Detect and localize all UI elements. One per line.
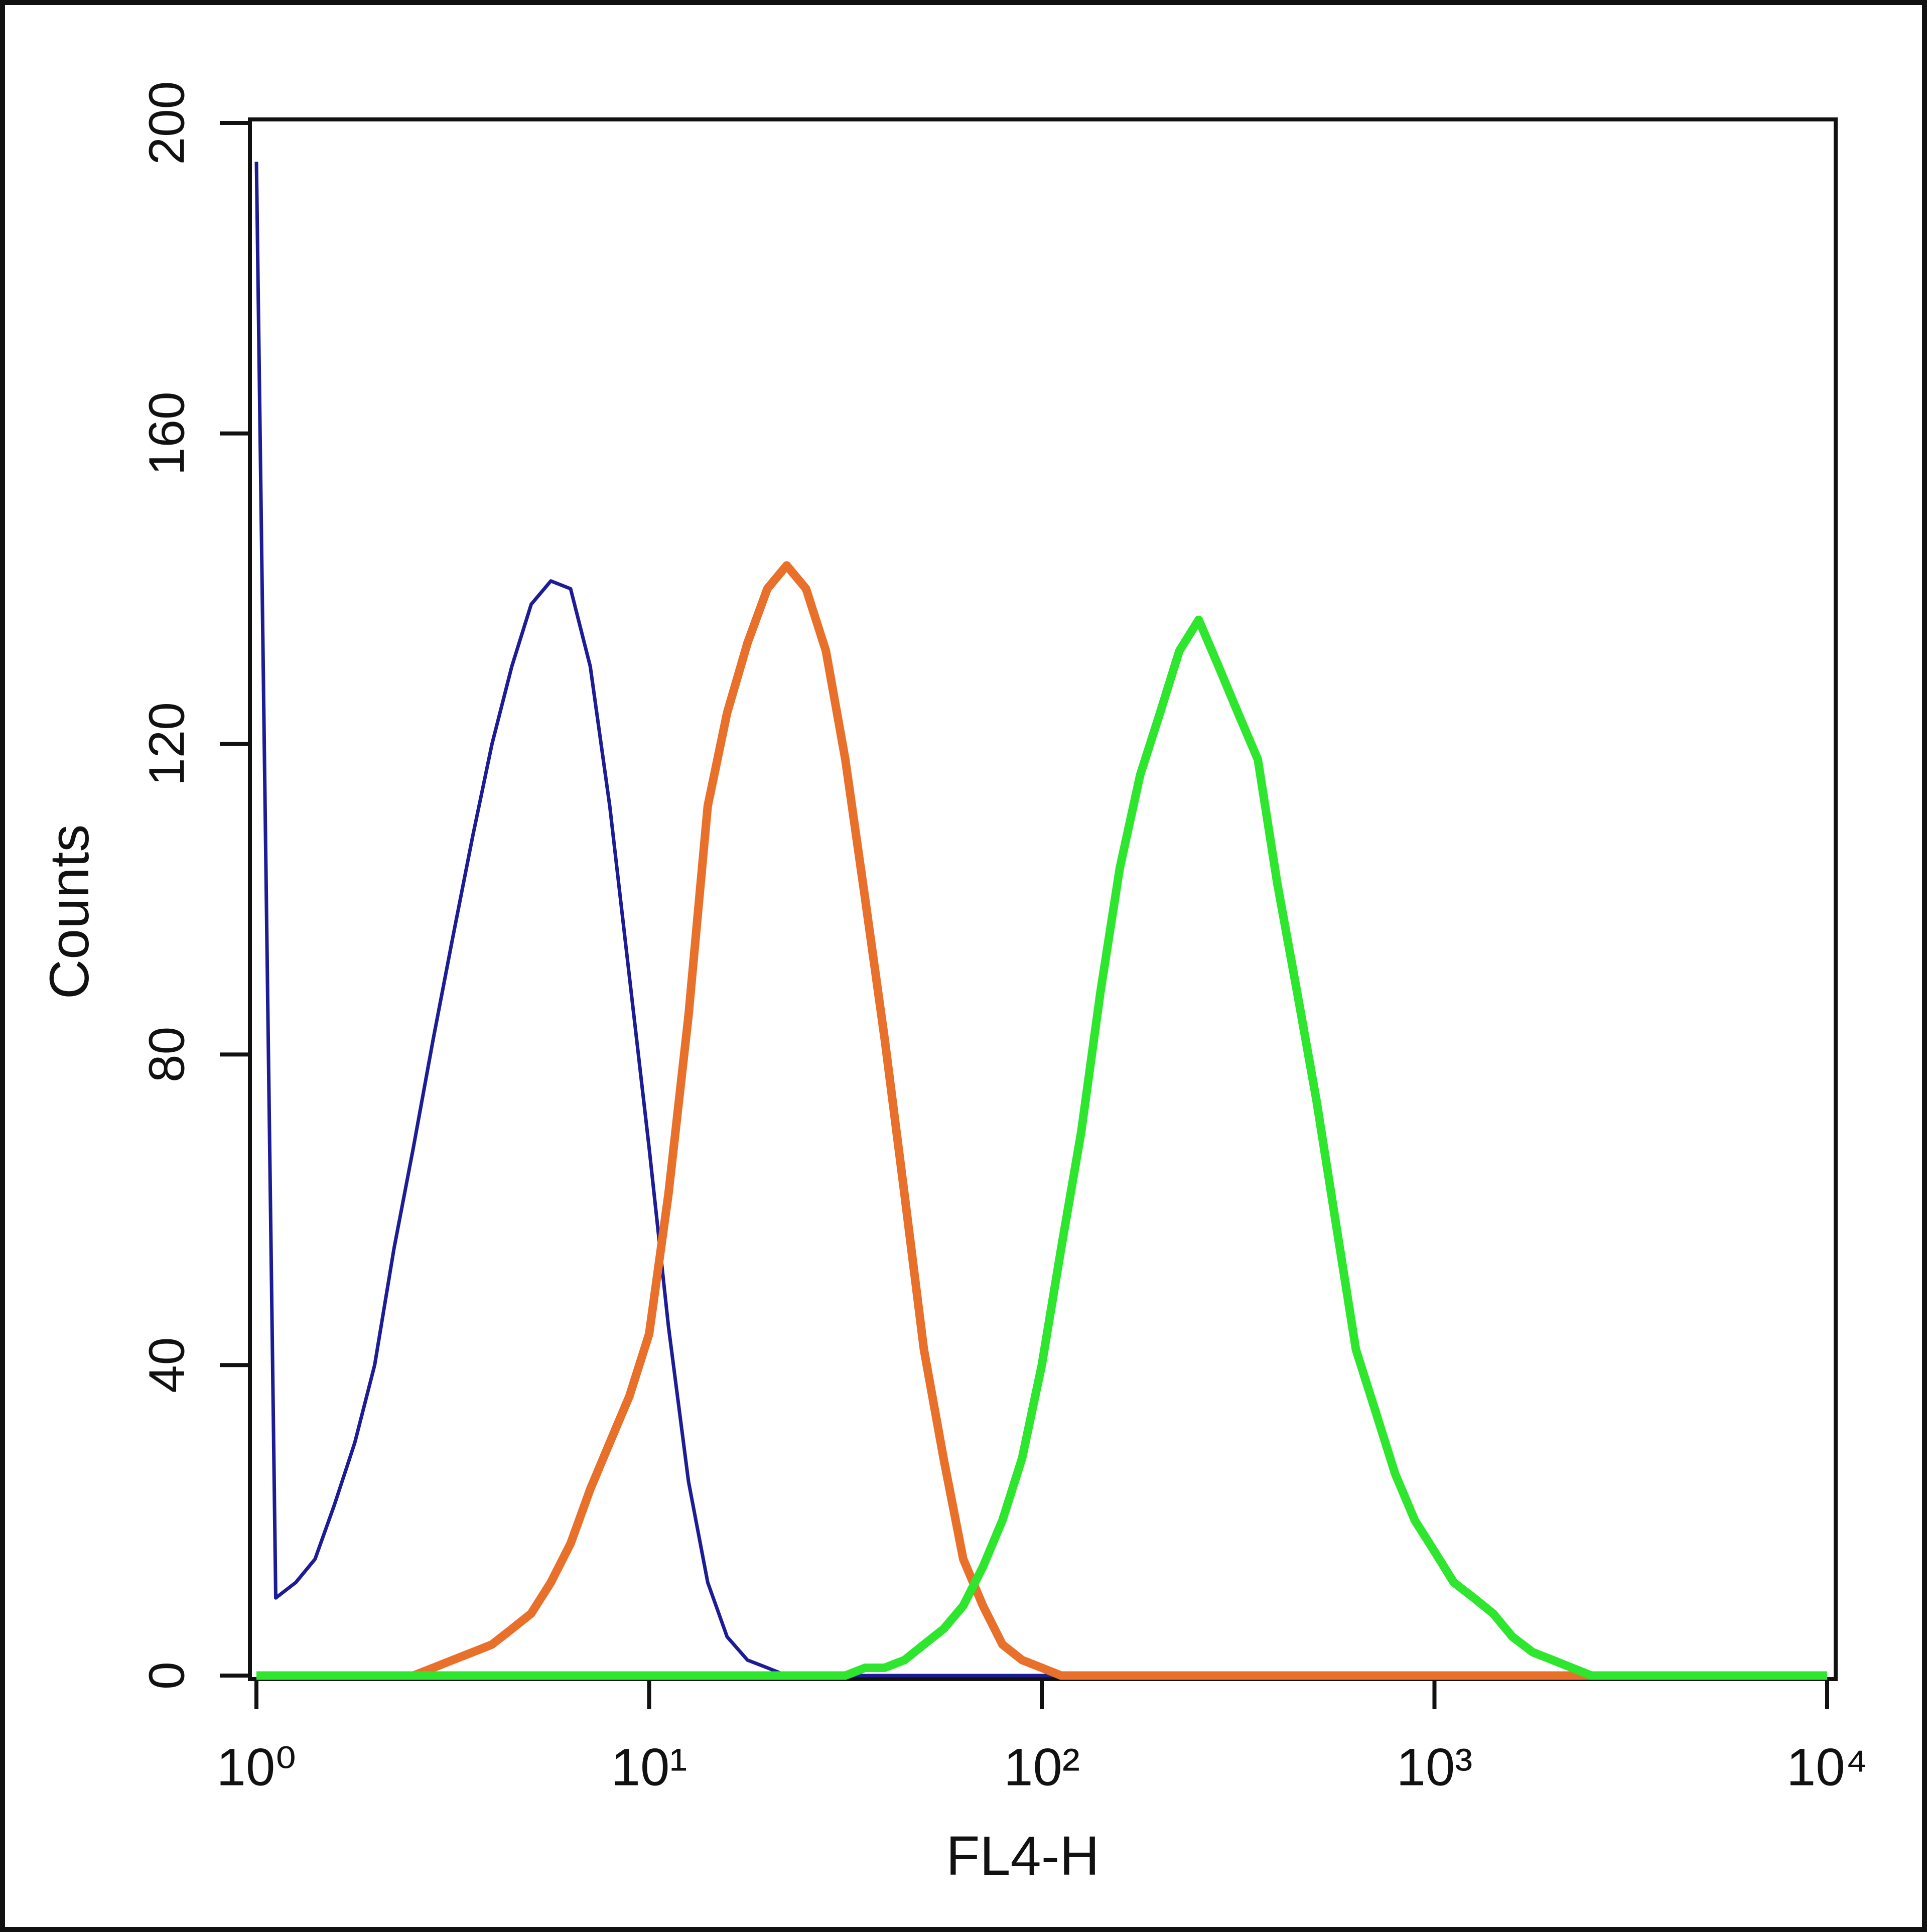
y-tick-label: 200 (139, 81, 195, 165)
x-tick-label: 10¹ (611, 1738, 687, 1797)
histogram-line (256, 615, 1827, 1680)
x-tick-label: 10³ (1397, 1738, 1473, 1797)
y-tick-label: 0 (139, 1662, 195, 1690)
y-axis-label: Counts (39, 824, 100, 1000)
y-tick-label: 40 (139, 1337, 195, 1393)
x-tick-label: 10⁴ (1786, 1738, 1868, 1797)
y-tick-label: 160 (139, 391, 195, 475)
histogram-line (256, 561, 1827, 1680)
y-tick-label: 120 (139, 702, 195, 786)
x-tick-label: 10⁰ (217, 1738, 297, 1797)
x-tick-label: 10² (1004, 1738, 1080, 1797)
x-axis-label: FL4-H (946, 1825, 1099, 1887)
y-tick-label: 80 (139, 1027, 195, 1082)
